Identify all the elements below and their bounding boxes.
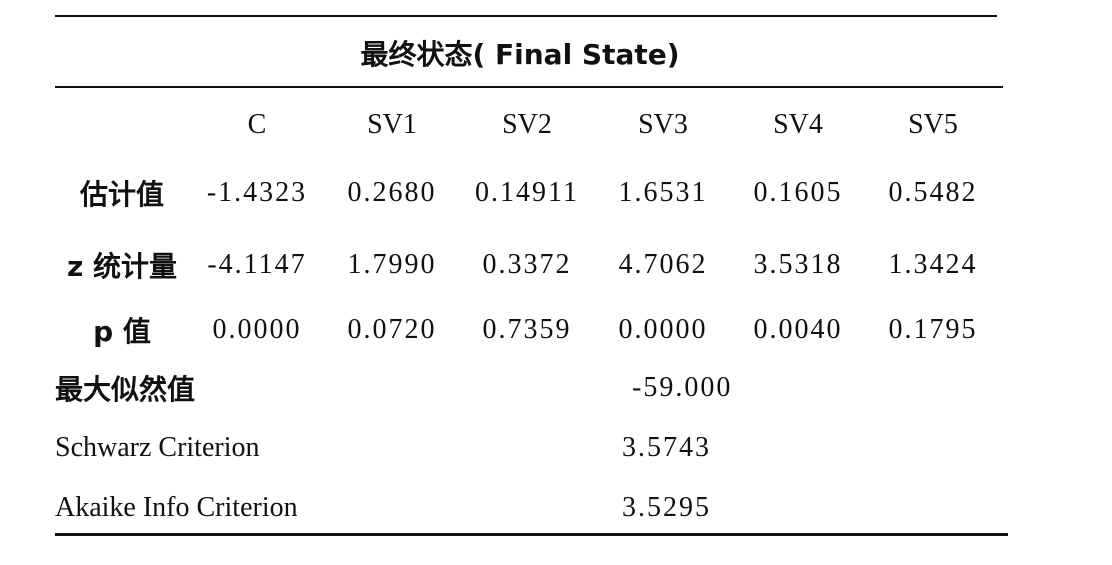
column-header: SV4 [773,109,823,140]
cell-value: 0.1605 [753,177,843,208]
column-header: SV1 [367,109,417,140]
summary-value: 3.5295 [622,492,711,523]
cell-value: 1.6531 [618,177,708,208]
cell-value: 0.1795 [888,314,978,345]
column-header: SV2 [502,109,552,140]
cell-value: 0.0720 [347,314,437,345]
cell-value: -4.1147 [207,249,307,280]
cell-value: 1.7990 [347,249,437,280]
cell-value: 0.7359 [482,314,572,345]
summary-label: Akaike Info Criterion [55,492,298,523]
summary-label: 最大似然值 [55,373,196,406]
cell-value: 1.3424 [888,249,978,280]
cell-value: 3.5318 [753,249,843,280]
summary-label: Schwarz Criterion [55,432,260,463]
column-header: C [247,109,267,140]
bottom-rule [55,533,1008,536]
row-label: 估计值 [79,178,165,211]
row-label: z 统计量 [66,250,178,283]
column-header: SV5 [908,109,958,140]
cell-value: 0.14911 [475,177,579,208]
table-title: 最终状态( Final State) [360,38,680,71]
cell-value: 0.2680 [347,177,437,208]
row-label: p 值 [93,315,151,348]
cell-value: 4.7062 [618,249,708,280]
column-header: SV3 [638,109,688,140]
summary-value: 3.5743 [622,432,711,463]
header-rule [55,86,1003,88]
top-rule [55,15,997,17]
cell-value: -1.4323 [206,177,308,208]
cell-value: 0.3372 [482,249,572,280]
cell-value: 0.0040 [753,314,843,345]
summary-value: -59.000 [632,372,733,403]
cell-value: 0.0000 [212,314,302,345]
cell-value: 0.5482 [888,177,978,208]
cell-value: 0.0000 [618,314,708,345]
